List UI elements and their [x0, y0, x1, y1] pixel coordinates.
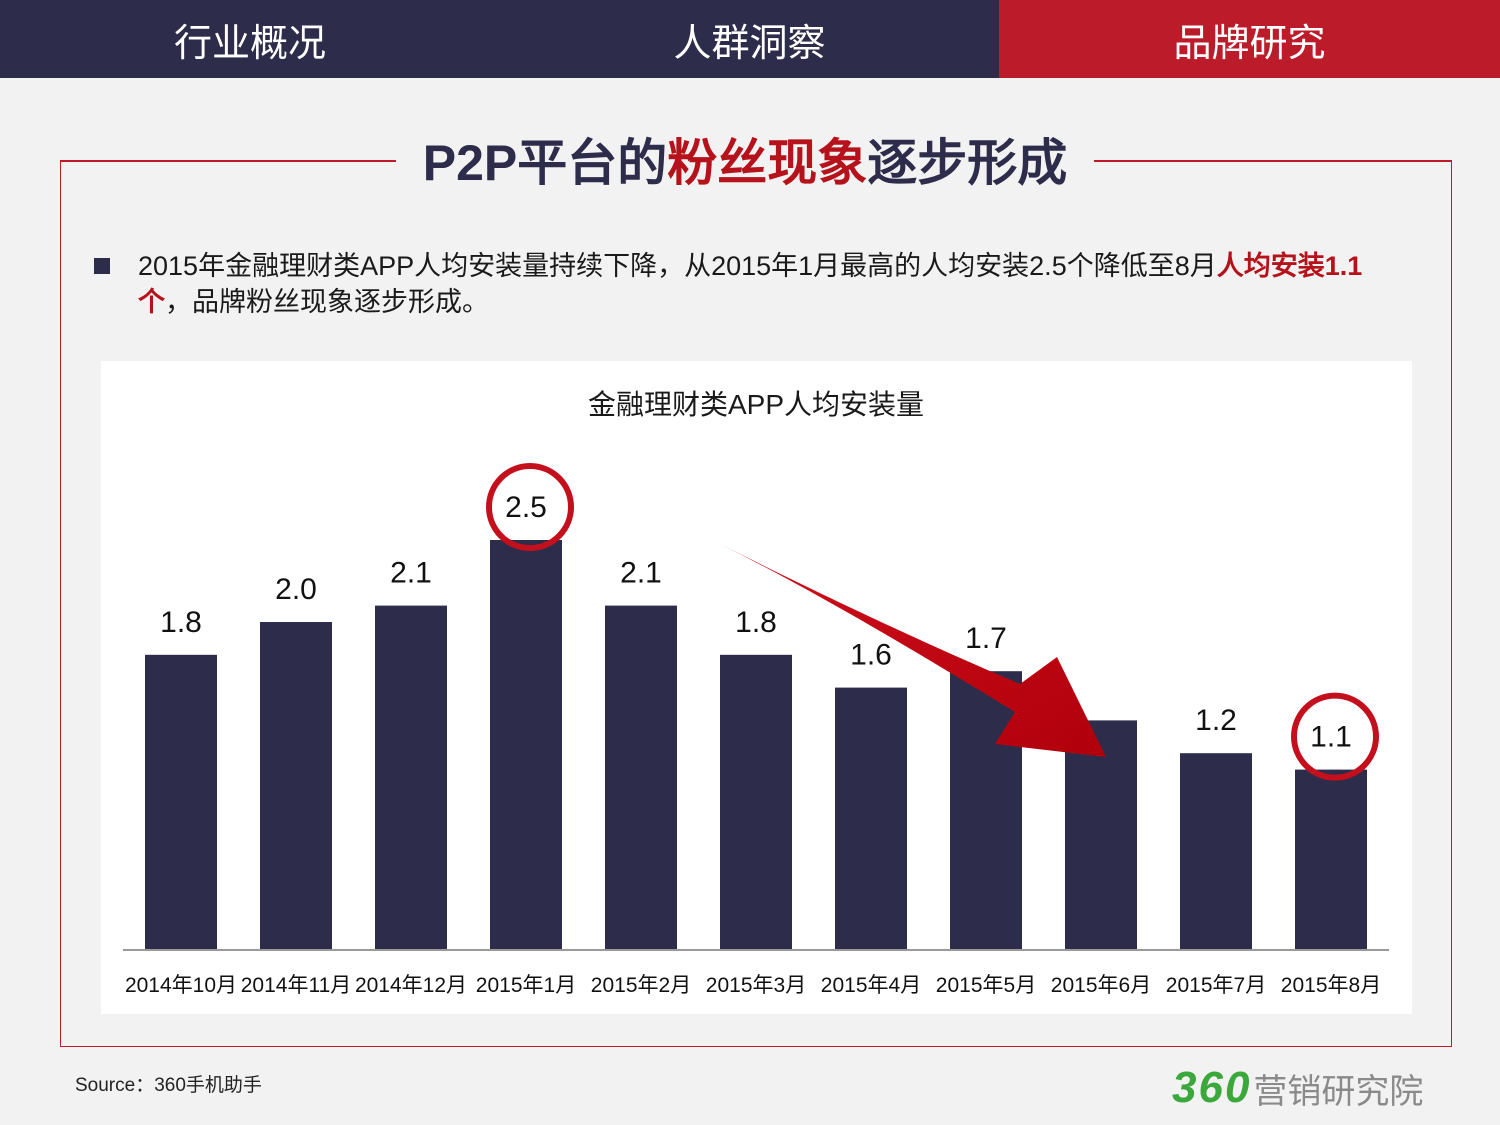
title-highlight: 粉丝现象: [667, 135, 868, 191]
title-part2: 逐步形成: [867, 135, 1068, 191]
chart-title: 金融理财类APP人均安装量: [588, 389, 924, 420]
data-label-2015年7月: 1.2: [1195, 704, 1237, 737]
data-label-2014年11月: 2.0: [275, 573, 317, 606]
bar-2015年2月: [605, 605, 677, 950]
bar-2014年12月: [375, 605, 447, 950]
highlight-circle-2015年1月: [486, 463, 574, 551]
tick-label-2015年7月: 2015年7月: [1166, 974, 1266, 997]
data-label-2015年4月: 1.6: [850, 639, 892, 672]
source-note: Source：360手机助手: [75, 1075, 262, 1096]
tab-industry-overview[interactable]: 行业概况: [0, 0, 500, 78]
data-label-2015年8月: 1.1: [1310, 721, 1352, 754]
frame-top-line-left: [60, 160, 396, 162]
title-part1: P2P平台的: [422, 135, 668, 191]
tick-label-2014年10月: 2014年10月: [125, 974, 237, 997]
tab-audience-insight[interactable]: 人群洞察: [500, 0, 999, 78]
bar-2015年3月: [720, 654, 792, 950]
bar-2015年4月: [835, 687, 907, 950]
top-nav: 行业概况 人群洞察 品牌研究: [0, 0, 1500, 78]
tab-brand-research[interactable]: 品牌研究: [999, 0, 1500, 78]
tick-label-2015年8月: 2015年8月: [1281, 974, 1381, 997]
bar-2015年8月: [1295, 769, 1367, 950]
frame-top-line-right: [1094, 160, 1452, 162]
tick-label-2015年3月: 2015年3月: [706, 974, 806, 997]
tick-label-2014年12月: 2014年12月: [355, 974, 467, 997]
data-label-2015年5月: 1.7: [965, 622, 1007, 655]
data-label-2015年2月: 2.1: [620, 557, 662, 590]
bullet-part1: 2015年金融理财类APP人均安装量持续下降，从2015年1月最高的人均安装2.…: [138, 251, 1217, 281]
highlight-circle-2015年8月: [1291, 692, 1379, 781]
bar-2015年6月: [1065, 720, 1137, 950]
bar-chart: 金融理财类APP人均安装量 1.8 2.0 2.1 2.5 2.1 1.8 1.6 1.7 1.…: [123, 389, 1389, 997]
page-title: P2P平台的粉丝现象逐步形成: [396, 128, 1094, 198]
tick-label-2014年11月: 2014年11月: [241, 974, 352, 997]
bullet-marker: [94, 258, 110, 274]
data-label-2014年12月: 2.1: [390, 557, 432, 590]
data-label-2014年10月: 1.8: [160, 606, 202, 639]
bar-2015年7月: [1180, 753, 1252, 950]
bar-2015年5月: [950, 671, 1022, 950]
bar-2014年10月: [145, 654, 217, 950]
content-frame: [60, 160, 1452, 1047]
bullet-highlight: 人均安装1.1个: [138, 251, 1363, 317]
brand-logo: 360 营销研究院: [1172, 1063, 1424, 1112]
logo-text: 营销研究院: [1253, 1072, 1424, 1111]
data-label-2015年3月: 1.8: [735, 606, 777, 639]
tick-label-2015年1月: 2015年1月: [476, 974, 576, 997]
data-label-2015年1月: 2.5: [505, 491, 547, 524]
trend-arrow: [720, 544, 1106, 757]
tick-label-2015年4月: 2015年4月: [821, 974, 921, 997]
chart-panel: 金融理财类APP人均安装量 1.8 2.0 2.1 2.5 2.1 1.8 1.6 1.7 1.…: [101, 361, 1412, 1014]
tick-label-2015年2月: 2015年2月: [591, 974, 691, 997]
tick-label-2015年5月: 2015年5月: [936, 974, 1036, 997]
logo-number: 360: [1172, 1063, 1252, 1112]
bar-2015年1月: [490, 540, 562, 950]
bullet-part2: ，品牌粉丝现象逐步形成。: [165, 287, 489, 317]
bullet-text: 2015年金融理财类APP人均安装量持续下降，从2015年1月最高的人均安装2.…: [138, 248, 1408, 320]
bar-2014年11月: [260, 622, 332, 950]
tick-label-2015年6月: 2015年6月: [1051, 974, 1151, 997]
